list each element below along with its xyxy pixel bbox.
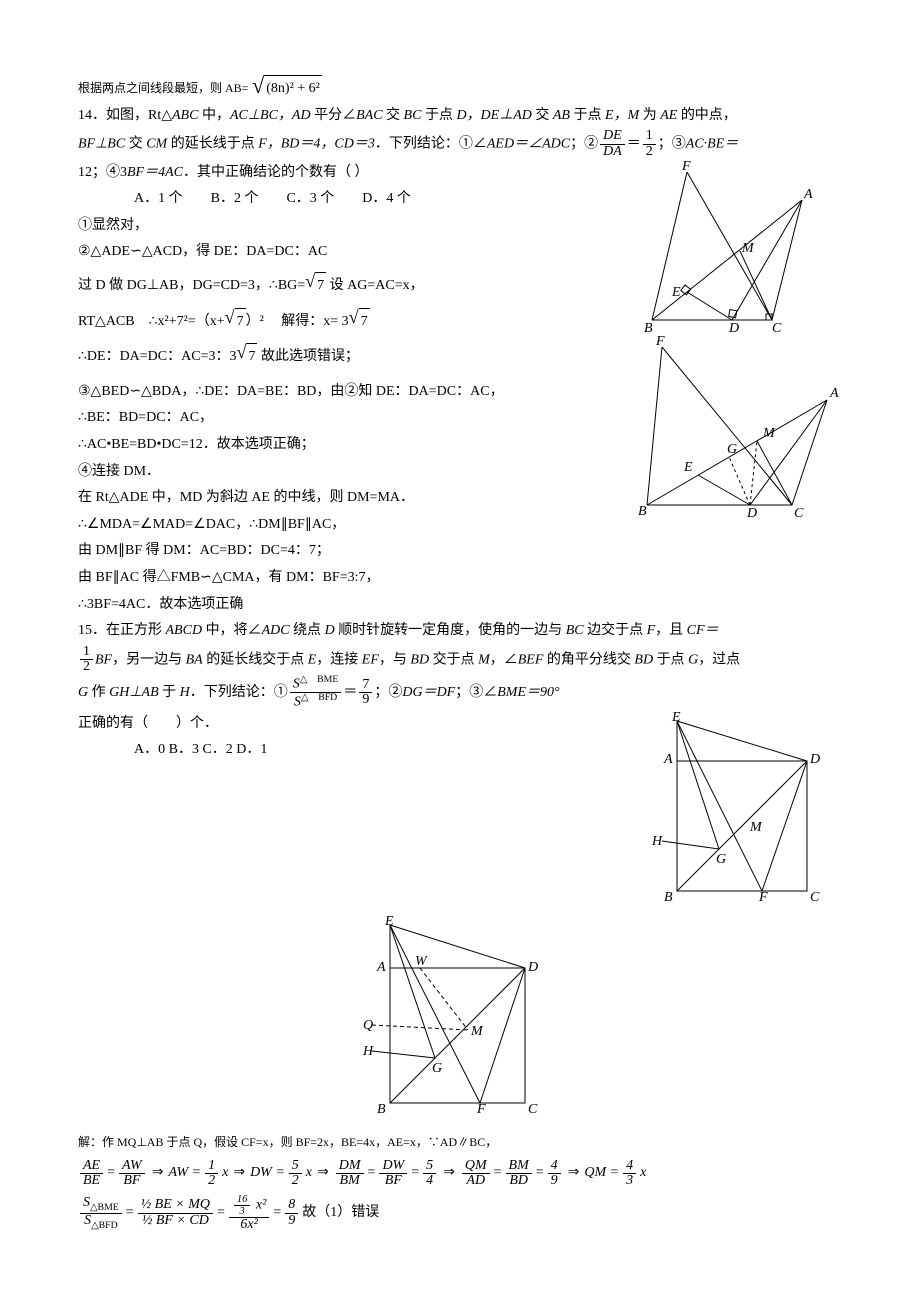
p15-eq1: AEBE = AWBF ⇒ AW = 12 x ⇒ DW = 52 x ⇒ DM… [78,1159,842,1189]
svg-text:A: A [803,187,813,202]
p15-fig-pair: E A W D Q M H G B F C [78,913,842,1113]
p15-options: A．0 B．3 C．2 D．1 [78,737,626,764]
svg-text:B: B [644,321,653,335]
svg-text:M: M [749,820,763,835]
svg-text:A: A [376,960,386,975]
p14-stem-l1: 14．如图，Rt△ABC 中，AC⊥BC，AD 平分∠BAC 交 BC 于点 D… [78,103,842,130]
p15-l1: 15．在正方形 ABCD 中，将∠ADC 绕点 D 顺时针旋转一定角度，使角的一… [78,618,842,645]
svg-text:H: H [651,834,663,849]
p15-sol1: 解：作 MQ⊥AB 于点 Q，假设 CF=x，则 BF=2x，BE=4x，AE=… [78,1131,842,1154]
svg-text:G: G [716,852,726,867]
svg-text:E: E [671,711,681,725]
svg-text:E: E [683,460,693,475]
svg-text:B: B [638,504,647,519]
p14-figures: F A M E B D C F A [632,160,842,520]
svg-text:M: M [470,1024,484,1039]
p14-options: A．1 个 B．2 个 C．3 个 D．4 个 [78,186,616,213]
p14-text-col: 12；④3BF＝4AC．其中正确结论的个数有（ ） A．1 个 B．2 个 C．… [78,160,616,619]
p15-eq2: S△BMES△BFD = ½ BE × MQ½ BF × CD = 163 x²… [78,1194,842,1233]
svg-text:D: D [527,960,538,975]
svg-text:C: C [772,321,782,335]
p14-fig1: F A M E B D C [632,160,822,335]
svg-text:F: F [476,1102,486,1113]
svg-text:H: H [362,1044,374,1059]
p13-sqrt: √ (8n)² + 6² [252,75,322,103]
frac-de-da: DEDA [600,129,625,159]
frac-1-2: 12 [643,129,656,159]
p15-fig-left: E A W D Q M H G B F C [355,913,565,1113]
p15-l3: G 作 GH⊥AB 于 H．下列结论：①S△ BMES△ BFD＝79；②DG＝… [78,675,842,711]
svg-text:B: B [664,890,673,901]
svg-text:E: E [384,914,394,929]
p13-line: 根据两点之间线段最短，则 AB= √ (8n)² + 6² [78,75,842,103]
svg-text:D: D [746,506,757,520]
p14-fig2: F A M G E B D C [632,335,842,520]
p13-text: 根据两点之间线段最短，则 AB= [78,81,248,95]
svg-text:C: C [528,1102,538,1113]
svg-text:C: C [794,506,804,520]
svg-text:D: D [809,752,820,767]
svg-text:W: W [415,954,428,969]
svg-text:D: D [728,321,739,335]
svg-text:F: F [758,890,768,901]
p13-sqrt-inner: (8n)² + 6² [264,75,322,103]
p15-correct-row: 正确的有（ ）个． A．0 B．3 C．2 D．1 E A D M H G [78,711,842,901]
svg-text:G: G [727,442,737,457]
p14-body-row: 12；④3BF＝4AC．其中正确结论的个数有（ ） A．1 个 B．2 个 C．… [78,160,842,619]
svg-text:G: G [432,1061,442,1076]
p14-stem-l2: BF⊥BC 交 CM 的延长线于点 F，BD＝4，CD＝3．下列结论：①∠AED… [78,129,842,159]
p15-fig-right: E A D M H G B F C [642,711,842,901]
svg-text:A: A [829,386,839,401]
svg-text:B: B [377,1102,386,1113]
svg-text:F: F [681,160,691,174]
svg-text:F: F [655,335,665,349]
svg-text:E: E [671,285,681,300]
svg-text:M: M [741,241,755,256]
svg-text:C: C [810,890,820,901]
svg-text:M: M [762,426,776,441]
svg-text:Q: Q [363,1018,373,1033]
svg-text:A: A [663,752,673,767]
p15-l2: 12BF，另一边与 BA 的延长线交于点 E，连接 EF，与 BD 交于点 M，… [78,645,842,675]
